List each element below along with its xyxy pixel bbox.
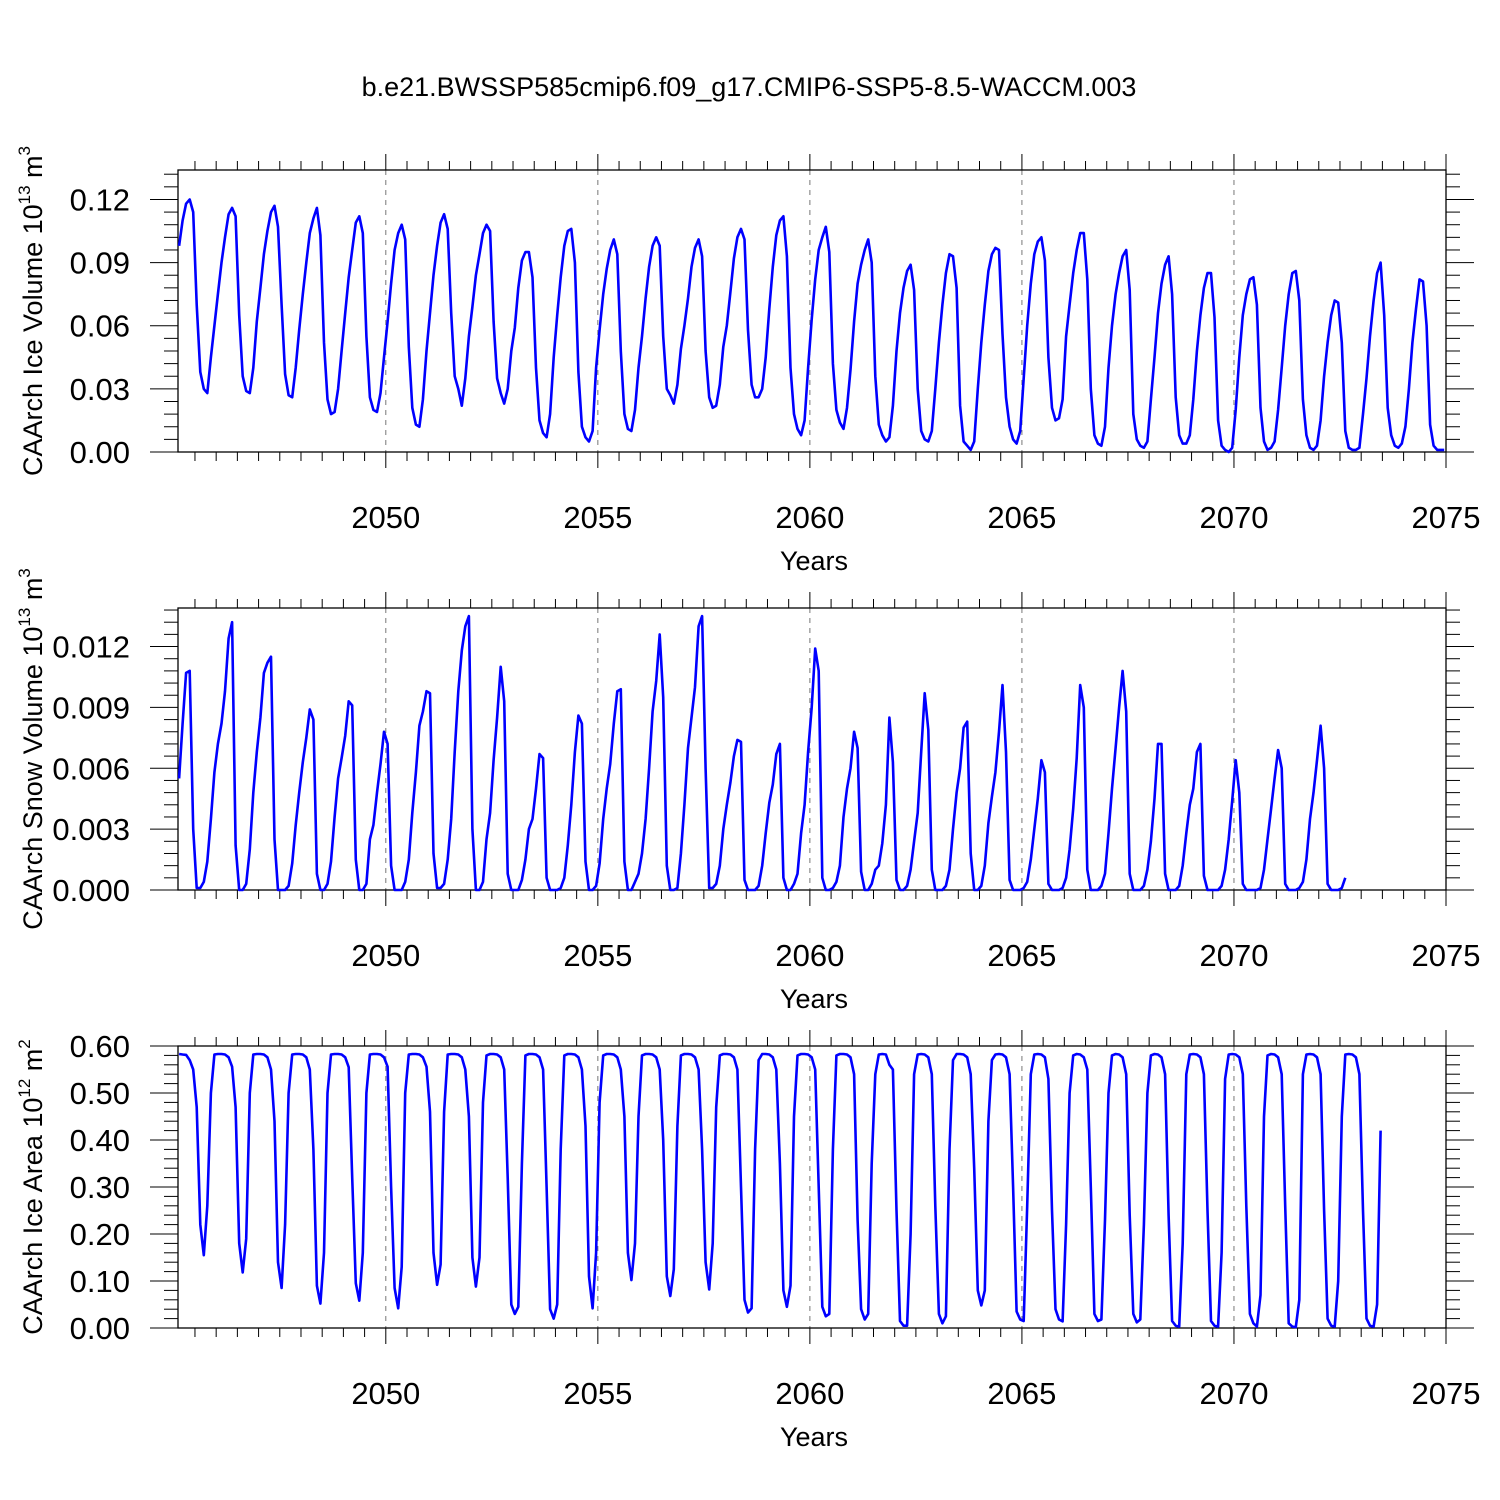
ice-volume-panel: 2050 2055 2060 2065 2070 2075 0.00 0.03 0.06 0.09… [15,146,1480,576]
ice-volume-y-tick-label: 0.12 [70,182,130,217]
ice-volume-y-tick-label: 0.03 [70,372,130,407]
ice-area-y-tick-label: 0.00 [70,1311,130,1346]
snow-volume-x-tick-label: 2055 [563,938,632,973]
snow-volume-x-tick-label: 2065 [987,938,1056,973]
ice-volume-x-tick-label: 2075 [1412,500,1481,535]
snow-volume-y-tick-label: 0.006 [52,751,130,786]
ice-volume-y-tick-label: 0.00 [70,435,130,470]
ice-area-y-axis-title-part: m [18,1049,48,1079]
ice-volume-y-axis-title-part: CAArch Ice Volume 10 [18,204,48,476]
snow-volume-panel: 2050 2055 2060 2065 2070 2075 0.000 0.003 0.006 0… [15,568,1480,1014]
snow-volume-y-tick-label: 0.012 [52,630,130,665]
ice-volume-x-tick-label: 2050 [351,500,420,535]
ice-area-x-tick-label: 2055 [563,1376,632,1411]
ice-volume-series-line [177,198,1445,454]
snow-volume-plot-frame [177,607,1447,891]
ice-area-y-axis-title-part: 2 [15,1039,34,1048]
ice-area-y-axis-title-part: CAArch Ice Area 10 [18,1098,48,1335]
ice-area-panel: 2050 2055 2060 2065 2070 2075 0.00 0.10 0.20 0.30… [15,1029,1480,1452]
ice-area-series-line [178,1052,1382,1329]
ice-area-y-axis-title: CAArch Ice Area 1012 m2 [15,1039,48,1335]
ice-area-y-tick-label: 0.50 [70,1076,130,1111]
ice-area-y-tick-label: 0.40 [70,1123,130,1158]
ice-area-x-tick-label: 2060 [775,1376,844,1411]
figure-title: b.e21.BWSSP585cmip6.f09_g17.CMIP6-SSP5-8… [362,72,1137,102]
ice-area-y-tick-label: 0.10 [70,1264,130,1299]
ice-volume-x-tick-label: 2065 [987,500,1056,535]
snow-volume-y-tick-label: 0.009 [52,690,130,725]
ice-volume-y-axis-title-part: m [18,155,48,185]
ice-volume-x-tick-label: 2070 [1199,500,1268,535]
ice-area-y-axis-title-part: 12 [15,1079,34,1098]
ice-area-x-tick-label: 2070 [1199,1376,1268,1411]
snow-volume-y-axis-title-part: m [18,578,48,608]
ice-volume-y-tick-label: 0.09 [70,246,130,281]
ice-volume-plot-frame [177,169,1447,453]
ice-area-x-tick-label: 2075 [1412,1376,1481,1411]
ice-area-y-tick-label: 0.60 [70,1029,130,1064]
ice-area-x-tick-label: 2065 [987,1376,1056,1411]
snow-volume-x-tick-label: 2060 [775,938,844,973]
ice-volume-x-tick-label: 2055 [563,500,632,535]
ice-area-y-tick-label: 0.20 [70,1217,130,1252]
snow-volume-x-axis-title: Years [780,984,848,1014]
ice-volume-x-tick-label: 2060 [775,500,844,535]
ice-volume-y-axis-title: CAArch Ice Volume 1013 m3 [15,146,48,476]
snow-volume-y-tick-label: 0.000 [52,873,130,908]
ice-area-x-axis-title: Years [780,1422,848,1452]
snow-volume-x-tick-label: 2075 [1412,938,1481,973]
ice-volume-x-axis-title: Years [780,546,848,576]
snow-volume-y-axis-title-part: 3 [15,568,34,577]
ice-area-x-tick-label: 2050 [351,1376,420,1411]
ice-area-plot-frame [177,1045,1447,1329]
ice-volume-y-axis-title-part: 3 [15,146,34,155]
snow-volume-x-tick-label: 2070 [1199,938,1268,973]
snow-volume-y-axis-title: CAArch Snow Volume 1013 m3 [15,568,48,930]
ice-area-y-tick-label: 0.30 [70,1170,130,1205]
snow-volume-y-axis-title-part: 13 [15,608,34,627]
snow-volume-y-axis-title-part: CAArch Snow Volume 10 [18,627,48,930]
snow-volume-y-tick-label: 0.003 [52,812,130,847]
ice-volume-y-tick-label: 0.06 [70,309,130,344]
snow-volume-x-tick-label: 2050 [351,938,420,973]
snow-volume-series-line [177,614,1347,892]
ice-volume-y-axis-title-part: 13 [15,185,34,204]
